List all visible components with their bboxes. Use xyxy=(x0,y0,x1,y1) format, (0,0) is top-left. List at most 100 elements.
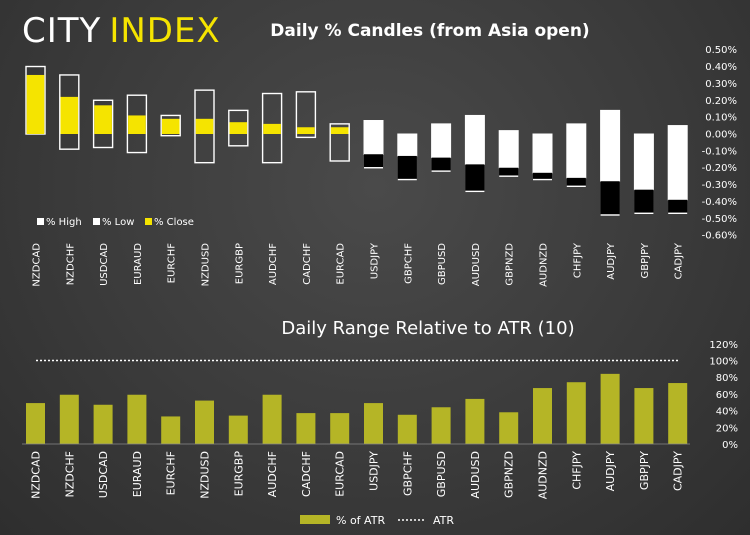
candle-close-bar xyxy=(364,154,383,168)
candle-upper xyxy=(498,130,519,169)
x-tick-label: CADCHF xyxy=(302,243,313,285)
candle-range xyxy=(228,109,249,147)
x-tick-label: EURGBP xyxy=(234,243,245,284)
chart1-x-axis: NZDCAD NZDCHF USDCAD EURAUD EURCHF NZDUSD EURG… xyxy=(32,242,685,287)
candle-low-edge xyxy=(533,178,552,181)
atr-pct-bar xyxy=(465,398,485,444)
x-tick-label: NZDCAD xyxy=(30,451,43,499)
x-tick-label: EURGBP xyxy=(232,451,245,497)
x-tick-label: USDCAD xyxy=(99,243,110,286)
x-tick-label: AUDJPY xyxy=(604,451,617,492)
candle-low-edge xyxy=(397,178,417,181)
x-tick-label: USDCAD xyxy=(97,451,110,498)
y-tick-label: 20% xyxy=(716,423,738,434)
atr-pct-bar xyxy=(127,394,147,444)
x-tick-label: EURAUD xyxy=(131,451,144,497)
legend-swatch-atr-pct xyxy=(300,515,330,524)
x-tick-label: CADJPY xyxy=(672,451,685,491)
x-tick-label: AUDCHF xyxy=(266,451,279,497)
candle-close-bar xyxy=(668,199,688,214)
legend-swatch-close xyxy=(145,218,152,225)
brand-word-city: CITY xyxy=(22,11,101,51)
x-tick-label: GBPNZD xyxy=(503,451,516,498)
atr-pct-bar xyxy=(59,394,79,444)
x-tick-label: GBPJPY xyxy=(638,451,651,490)
x-tick-label: EURCHF xyxy=(165,451,178,495)
candle-low-edge xyxy=(431,170,451,172)
x-tick-label: AUDNZD xyxy=(537,451,550,499)
x-tick-label: CHFJPY xyxy=(570,451,583,490)
atr-pct-bar xyxy=(296,413,316,444)
chart1-title: Daily % Candles (from Asia open) xyxy=(270,21,589,41)
atr-pct-bar xyxy=(262,394,282,444)
x-tick-label: USDJPY xyxy=(370,242,381,279)
atr-pct-bar xyxy=(499,412,519,444)
y-tick-label: 40% xyxy=(716,407,738,418)
x-tick-label: AUDUSD xyxy=(471,243,482,287)
candle-upper xyxy=(363,120,384,155)
y-tick-label: -0.60% xyxy=(702,231,737,242)
legend-label-high: % High xyxy=(46,217,82,228)
candle-close-bar xyxy=(161,118,180,134)
atr-pct-bar xyxy=(195,400,214,444)
candle-low-edge xyxy=(499,175,519,177)
chart2-title: Daily Range Relative to ATR (10) xyxy=(281,318,574,339)
atr-pct-bar xyxy=(330,413,350,444)
candle-range xyxy=(126,94,148,154)
candle-upper xyxy=(431,123,452,159)
y-tick-label: 0% xyxy=(722,440,738,451)
x-tick-label: EURCAD xyxy=(334,451,347,497)
candle-upper xyxy=(397,133,418,157)
y-tick-label: 60% xyxy=(716,390,738,401)
y-tick-label: 120% xyxy=(709,340,738,351)
candle-upper xyxy=(667,125,688,201)
x-tick-label: EURCHF xyxy=(167,243,178,284)
candle-close-bar xyxy=(94,105,112,134)
candle-upper xyxy=(600,109,621,182)
candle-close-bar xyxy=(195,118,214,134)
x-tick-label: CADJPY xyxy=(674,242,685,279)
atr-pct-bar xyxy=(26,403,45,444)
x-tick-label: NZDCAD xyxy=(32,243,43,287)
legend-label-atr-pct: % of ATR xyxy=(336,514,385,527)
y-tick-label: -0.30% xyxy=(702,180,737,191)
x-tick-label: NZDUSD xyxy=(201,243,212,287)
candle-close-bar xyxy=(397,155,417,180)
x-tick-label: GBPUSD xyxy=(437,243,448,285)
brand-logo: CITY INDEX xyxy=(22,11,221,51)
x-tick-label: USDJPY xyxy=(368,451,381,491)
candle-range xyxy=(59,74,80,150)
candle-close-bar xyxy=(600,181,620,215)
y-tick-label: 0.10% xyxy=(705,113,737,124)
x-tick-label: EURCAD xyxy=(336,243,347,285)
x-tick-label: GBPCHF xyxy=(403,243,414,284)
atr-pct-bar xyxy=(600,373,620,444)
y-tick-label: 0.00% xyxy=(705,130,737,141)
x-tick-label: CADCHF xyxy=(300,451,313,497)
candle-close-bar xyxy=(330,127,349,134)
atr-pct-bar xyxy=(566,382,586,444)
atr-pct-bar xyxy=(668,383,688,444)
legend-label-close: % Close xyxy=(154,217,194,228)
candle-low-edge xyxy=(465,190,485,193)
atr-pct-bar xyxy=(228,415,248,444)
x-tick-label: NZDUSD xyxy=(199,451,212,499)
chart2-legend: % of ATR ATR xyxy=(300,514,454,527)
candle-low-edge xyxy=(600,214,620,216)
candle-upper xyxy=(633,133,654,191)
candle-close-bar xyxy=(26,74,45,134)
chart1-legend: % High % Low % Close xyxy=(37,217,194,228)
candle-range xyxy=(92,99,114,149)
y-tick-label: -0.20% xyxy=(702,163,737,174)
legend-label-low: % Low xyxy=(102,217,134,228)
chart2-bars xyxy=(26,373,688,444)
candle-close-bar xyxy=(499,167,519,177)
candle-low-edge xyxy=(566,185,586,187)
atr-pct-bar xyxy=(93,404,113,444)
chart2-x-axis: NZDCAD NZDCHF USDCAD EURAUD EURCHF NZDUSD EURG… xyxy=(30,451,685,500)
legend-label-atr: ATR xyxy=(433,514,454,527)
y-tick-label: 80% xyxy=(716,373,738,384)
candle-close-bar xyxy=(634,189,654,214)
chart1-candles xyxy=(25,65,688,216)
